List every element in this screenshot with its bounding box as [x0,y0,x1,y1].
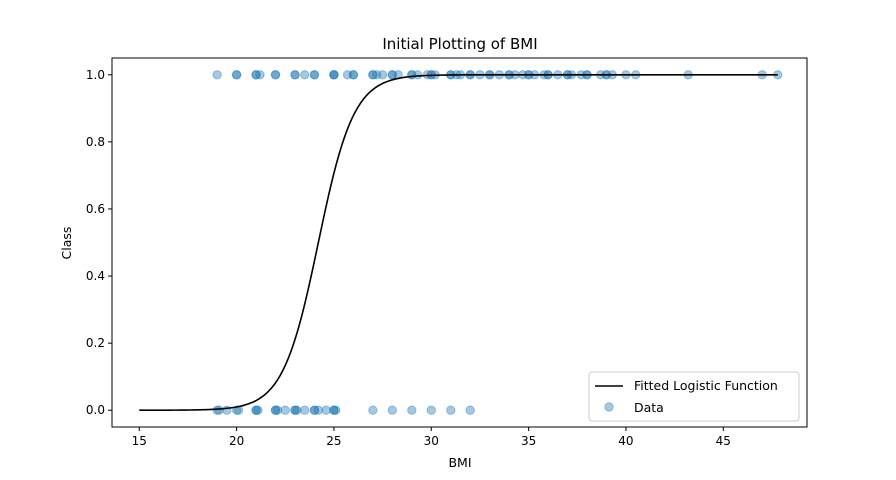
data-point [465,405,475,415]
data-point [290,70,300,80]
y-tick-label: 0.6 [86,202,105,216]
x-tick-label: 15 [132,434,147,448]
legend-label-data: Data [634,400,664,415]
x-tick-label: 35 [521,434,536,448]
data-point [300,70,310,80]
data-point [231,405,242,415]
data-point [387,70,398,80]
data-point [309,70,320,80]
chart-title: Initial Plotting of BMI [382,35,537,53]
data-point [329,70,339,80]
data-point [253,405,263,415]
data-point [290,405,300,415]
fitted-logistic-curve [139,73,778,412]
data-point [368,70,378,80]
data-point [270,70,281,80]
data-point [348,70,359,80]
data-point [377,70,388,80]
data-point [255,70,265,80]
data-point [270,405,281,415]
x-tick-label: 25 [326,434,341,448]
data-point [412,70,423,80]
data-point [342,70,353,80]
data-point [348,70,359,80]
x-tick-label: 45 [716,434,731,448]
y-tick-label: 0.0 [86,403,105,417]
data-point [212,70,222,80]
x-axis-label: BMI [448,455,471,470]
data-point [329,70,339,80]
data-point [290,405,300,415]
data-point [329,405,339,415]
data-point [407,405,417,415]
data-point [368,70,378,80]
data-point [300,405,310,415]
data-point [321,405,331,415]
data-point [329,70,339,80]
x-tick-label: 20 [229,434,244,448]
legend: Fitted Logistic Function Data [588,371,800,422]
y-tick-label: 0.8 [86,135,105,149]
data-point [214,405,224,415]
data-point [231,70,242,80]
legend-box [588,371,800,422]
data-point [251,70,261,80]
data-point [313,405,324,415]
data-point [387,405,398,415]
legend-marker-swatch [604,402,614,412]
plot-frame [111,57,808,428]
data-point [446,405,456,415]
data-point [309,70,320,80]
legend-label-fitted: Fitted Logistic Function [634,378,778,393]
y-tick-label: 1.0 [86,68,105,82]
y-tick-label: 0.4 [86,269,105,283]
data-point [426,405,436,415]
data-point [212,405,222,415]
y-axis-label: Class [59,227,74,260]
data-point [270,70,281,80]
data-point [251,70,261,80]
data-point [329,405,339,415]
data-point [309,405,320,415]
x-tick-label: 40 [618,434,633,448]
data-point [231,70,242,80]
data-point [372,70,382,80]
data-point [331,405,341,415]
y-tick-label: 0.2 [86,336,105,350]
data-point [290,70,300,80]
x-tick-label: 30 [424,434,439,448]
data-point [292,405,302,415]
data-point [272,405,283,415]
plot-area: 15 20 25 30 35 40 45 0.0 0.2 0.4 0.6 0.8 1.0 [86,57,808,448]
data-point [251,405,261,415]
data-point [309,405,320,415]
data-point [368,405,378,415]
data-point [280,405,290,415]
data-point [270,405,281,415]
data-point [387,70,398,80]
data-point [251,405,261,415]
